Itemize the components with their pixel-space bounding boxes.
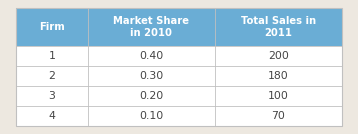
Text: 2: 2 [48, 71, 55, 81]
Bar [215, 66, 342, 86]
Bar [16, 86, 88, 106]
Bar [215, 8, 342, 46]
Bar [88, 46, 215, 66]
Bar [88, 66, 215, 86]
Text: 1: 1 [48, 51, 55, 61]
Bar [215, 106, 342, 126]
Text: Market Share
in 2010: Market Share in 2010 [113, 16, 189, 38]
Bar [16, 66, 88, 86]
Bar [215, 46, 342, 66]
Text: 3: 3 [48, 91, 55, 101]
Text: 0.20: 0.20 [139, 91, 164, 101]
Text: 180: 180 [268, 71, 289, 81]
Text: 0.40: 0.40 [139, 51, 164, 61]
Text: 100: 100 [268, 91, 289, 101]
Bar [16, 46, 88, 66]
Bar [215, 86, 342, 106]
Bar [88, 86, 215, 106]
Text: 200: 200 [268, 51, 289, 61]
Text: 0.10: 0.10 [139, 111, 164, 121]
Bar [88, 106, 215, 126]
Text: Firm: Firm [39, 22, 65, 32]
Bar [16, 8, 88, 46]
Text: 0.30: 0.30 [139, 71, 164, 81]
Bar [88, 8, 215, 46]
Bar [16, 8, 342, 126]
Text: 70: 70 [271, 111, 285, 121]
Bar [16, 106, 88, 126]
Text: 4: 4 [48, 111, 55, 121]
Text: Total Sales in
2011: Total Sales in 2011 [241, 16, 316, 38]
